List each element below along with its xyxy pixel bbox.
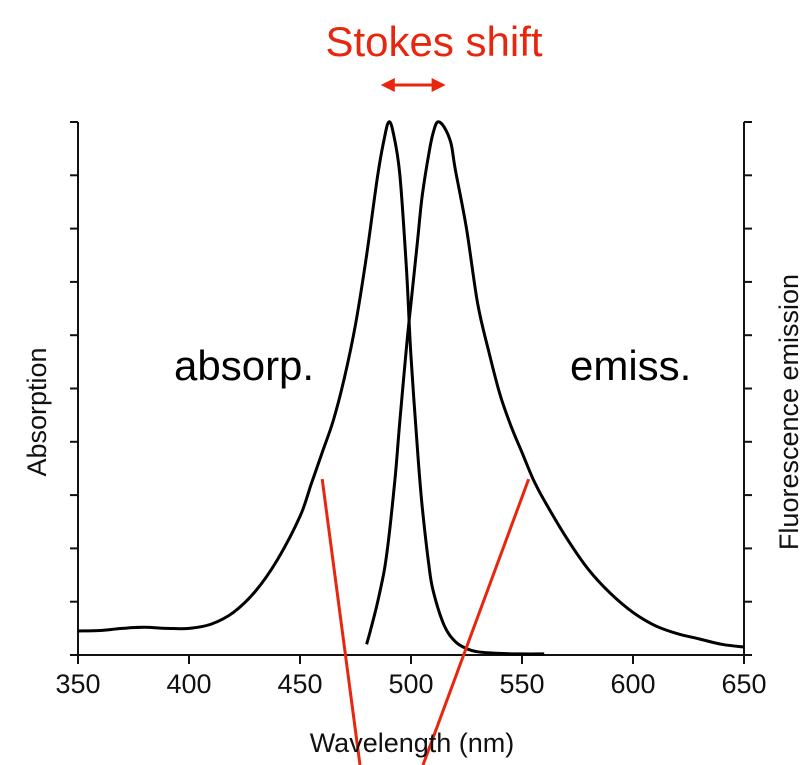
emission-curve (365, 120, 745, 649)
x-ticks: 350 400 450 500 550 600 650 (55, 655, 767, 699)
stokes-arrow-head-left (380, 78, 395, 92)
right-y-axis-title: Fluorescence emission (774, 274, 804, 550)
x-tick-label: 550 (499, 669, 544, 699)
x-tick-label: 350 (55, 669, 100, 699)
curves (77, 120, 745, 656)
absorption-curve (77, 120, 545, 656)
absorption-curve-label: absorp. (174, 342, 314, 389)
emission-curve-label: emiss. (570, 342, 691, 389)
absorption-pointer-line (320, 478, 362, 765)
x-tick-label: 500 (388, 669, 433, 699)
x-tick-label: 650 (721, 669, 766, 699)
emission-pointer-line (421, 478, 531, 765)
x-tick-label: 600 (610, 669, 655, 699)
stokes-shift-arrow (380, 78, 446, 92)
pointer-lines (320, 478, 531, 765)
x-tick-label: 450 (277, 669, 322, 699)
y-ticks (70, 121, 752, 656)
x-axis-title: Wavelength (nm) (310, 728, 515, 758)
stokes-shift-title: Stokes shift (325, 18, 542, 65)
stokes-arrow-head-right (431, 78, 446, 92)
left-y-axis-title: Absorption (22, 347, 52, 476)
x-tick-label: 400 (166, 669, 211, 699)
